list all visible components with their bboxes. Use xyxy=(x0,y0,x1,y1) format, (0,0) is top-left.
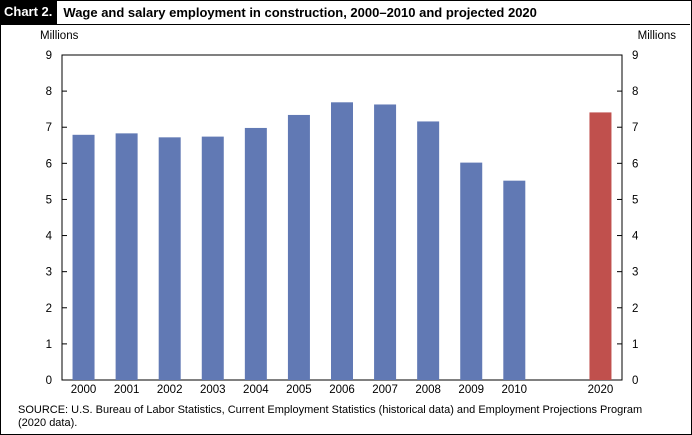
bar xyxy=(374,104,397,380)
bar xyxy=(72,134,95,380)
y-tick-label-left: 4 xyxy=(46,231,53,243)
chart-number-badge: Chart 2. xyxy=(0,0,58,24)
bar xyxy=(460,162,483,380)
y-tick-label-right: 7 xyxy=(632,122,638,134)
y-tick-label-left: 0 xyxy=(46,375,52,387)
bar xyxy=(417,121,440,380)
bar xyxy=(244,127,267,380)
x-tick-label: 2007 xyxy=(372,384,398,396)
x-tick-label: 2004 xyxy=(243,384,269,396)
source-note: SOURCE: U.S. Bureau of Labor Statistics,… xyxy=(18,404,643,429)
y-tick-label-right: 6 xyxy=(632,158,638,170)
y-tick-label-left: 9 xyxy=(46,50,52,62)
x-tick-label: 2010 xyxy=(502,384,528,396)
chart-title: Wage and salary employment in constructi… xyxy=(63,4,537,20)
y-tick-label-left: 5 xyxy=(46,194,52,206)
left-axis-unit-label: Millions xyxy=(40,30,79,42)
x-tick-label: 2008 xyxy=(415,384,441,396)
y-tick-label-right: 5 xyxy=(632,194,638,206)
x-tick-label: 2003 xyxy=(200,384,226,396)
y-tick-label-right: 3 xyxy=(632,267,638,279)
bar xyxy=(201,136,224,380)
y-tick-label-right: 8 xyxy=(632,86,638,98)
bar xyxy=(331,102,353,381)
y-tick-label-right: 4 xyxy=(632,231,639,243)
y-tick-label-right: 0 xyxy=(632,375,638,387)
x-tick-label: 2001 xyxy=(114,384,140,396)
y-tick-label-left: 7 xyxy=(46,122,52,134)
y-tick-label-left: 1 xyxy=(46,339,52,351)
bar-projected xyxy=(589,112,612,381)
bar xyxy=(503,180,526,380)
y-tick-label-right: 1 xyxy=(632,339,638,351)
x-tick-label: 2005 xyxy=(286,384,312,396)
x-tick-label: 2002 xyxy=(157,384,183,396)
x-tick-label: 2020 xyxy=(588,384,614,396)
x-tick-label: 2000 xyxy=(71,384,97,396)
y-tick-label-left: 6 xyxy=(46,158,52,170)
bar xyxy=(287,114,310,380)
x-tick-label: 2009 xyxy=(458,384,484,396)
right-axis-unit-label: Millions xyxy=(637,30,676,42)
x-tick-label: 2006 xyxy=(329,384,355,396)
y-tick-label-right: 2 xyxy=(632,303,638,315)
y-tick-label-left: 2 xyxy=(46,303,52,315)
bar xyxy=(115,133,138,380)
y-tick-label-left: 3 xyxy=(46,267,52,279)
y-tick-label-left: 8 xyxy=(46,86,52,98)
chart-header: Chart 2. Wage and salary employment in c… xyxy=(0,0,690,25)
bar xyxy=(158,137,181,380)
y-tick-label-right: 9 xyxy=(632,50,638,62)
